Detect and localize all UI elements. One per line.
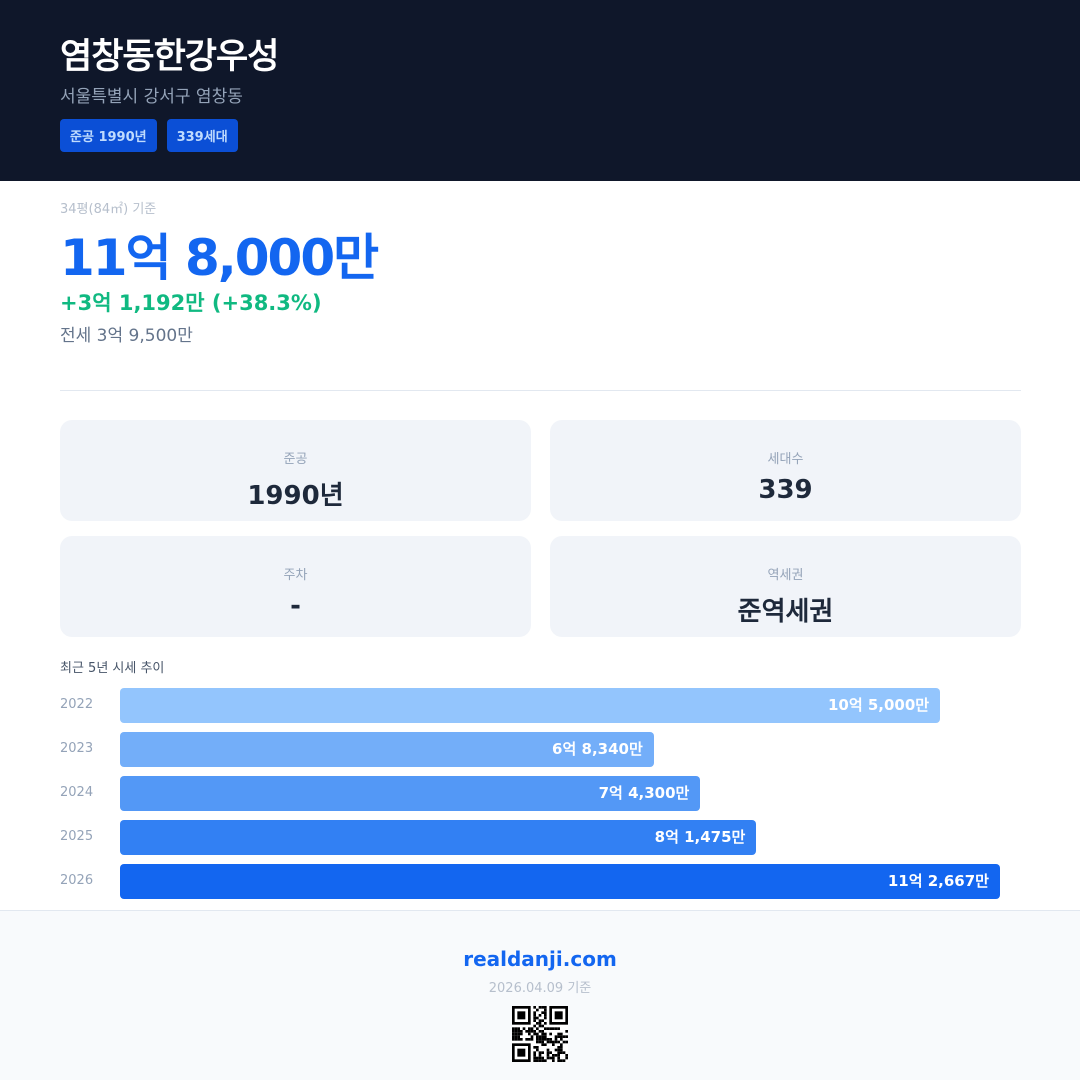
site-link[interactable]: realdanji.com (463, 947, 617, 971)
footer: realdanji.com 2026.04.09 기준 (0, 910, 1080, 1080)
trend-row: 2024 7억 4,300만 (60, 776, 1021, 811)
card-value: 1990년 (247, 481, 344, 511)
card-label: 세대수 (767, 452, 804, 467)
complex-title: 염창동한강우성 (60, 37, 279, 77)
card-built: 준공 1990년 (60, 420, 531, 521)
card-label: 역세권 (767, 568, 804, 583)
trend-bar: 7억 4,300만 (120, 776, 701, 811)
trend-row: 2022 10억 5,000만 (60, 688, 1021, 723)
trend-year: 2023 (60, 741, 94, 756)
trend-bar: 10억 5,000만 (120, 688, 941, 723)
qr-code-icon (512, 1006, 568, 1062)
card-value: - (290, 591, 301, 621)
card-label: 준공 (283, 452, 308, 467)
trend-year: 2022 (60, 697, 94, 712)
card-value: 339 (758, 475, 813, 505)
trend-title: 최근 5년 시세 추이 (60, 661, 165, 676)
card-station: 역세권 준역세권 (550, 536, 1021, 637)
card-parking: 주차 - (60, 536, 531, 637)
households-badge: 339세대 (166, 119, 238, 152)
reference-date: 2026.04.09 기준 (488, 981, 592, 996)
trend-row: 2025 8억 1,475만 (60, 820, 1021, 855)
divider (60, 390, 1021, 391)
address: 서울특별시 강서구 염창동 (60, 87, 243, 107)
trend-bar: 6억 8,340만 (120, 732, 654, 767)
card-label: 주차 (283, 568, 308, 583)
price-change: +3억 1,192만 (+38.3%) (60, 291, 322, 315)
card-households: 세대수 339 (550, 420, 1021, 521)
jeonse-price: 전세 3억 9,500만 (60, 326, 193, 346)
built-year-badge: 준공 1990년 (60, 119, 157, 152)
trend-year: 2025 (60, 829, 94, 844)
card-value: 준역세권 (737, 597, 834, 627)
trend-year: 2026 (60, 873, 94, 888)
price-basis: 34평(84㎡) 기준 (60, 202, 157, 217)
trend-bar: 11억 2,667만 (120, 864, 1000, 899)
trend-row: 2023 6억 8,340만 (60, 732, 1021, 767)
header: 염창동한강우성 서울특별시 강서구 염창동 준공 1990년 339세대 (0, 0, 1080, 181)
main-price: 11억 8,000만 (60, 229, 379, 287)
trend-row: 2026 11억 2,667만 (60, 864, 1021, 899)
trend-year: 2024 (60, 785, 94, 800)
trend-bar: 8억 1,475만 (120, 820, 757, 855)
